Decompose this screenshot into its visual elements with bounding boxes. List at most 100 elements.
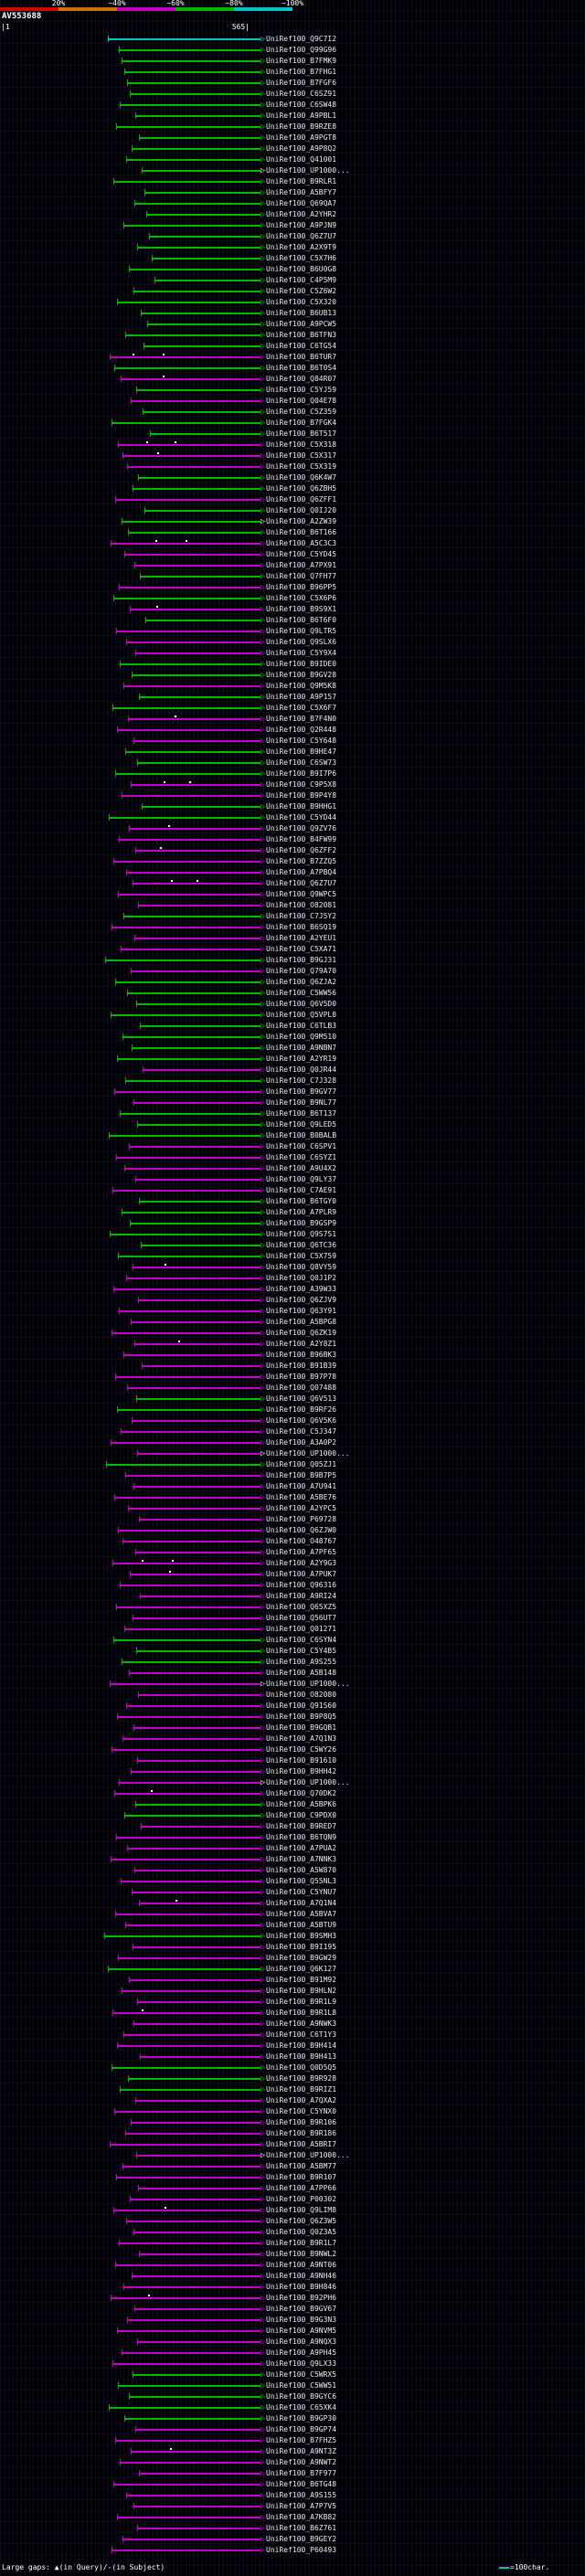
hit-label[interactable]: UniRef100_B9RLR1 <box>266 177 337 186</box>
alignment-bar[interactable] <box>125 1475 261 1477</box>
hit-label[interactable]: UniRef100_Q63Y91 <box>266 1307 337 1315</box>
alignment-bar[interactable] <box>142 806 261 808</box>
alignment-bar[interactable] <box>140 1595 261 1597</box>
hit-label[interactable]: UniRef100_A5BE76 <box>266 1493 337 1501</box>
alignment-bar[interactable] <box>111 1442 261 1444</box>
alignment-bar[interactable] <box>139 137 261 139</box>
hit-label[interactable]: UniRef100_B9I195 <box>266 1943 337 1951</box>
alignment-bar[interactable] <box>140 1025 261 1027</box>
alignment-bar[interactable] <box>116 2177 261 2178</box>
hit-label[interactable]: UniRef100_A9P157 <box>266 693 337 701</box>
alignment-bar[interactable] <box>137 762 261 764</box>
hit-label[interactable]: UniRef100_B91M92 <box>266 1976 337 1984</box>
hit-label[interactable]: UniRef100_C9P5X8 <box>266 780 337 789</box>
hit-label[interactable]: UniRef100_Q70DK2 <box>266 1789 337 1797</box>
alignment-bar[interactable] <box>122 1738 261 1740</box>
hit-label[interactable]: UniRef100_Q56UT7 <box>266 1614 337 1622</box>
alignment-bar[interactable] <box>136 2155 261 2157</box>
hit-label[interactable]: UniRef100_Q0D5Q5 <box>266 2063 337 2072</box>
hit-label[interactable]: UniRef100_B92PH6 <box>266 2294 337 2302</box>
hit-label[interactable]: UniRef100_B6T137 <box>266 1109 337 1118</box>
hit-label[interactable]: UniRef100_B9GP30 <box>266 2414 337 2422</box>
hit-label[interactable]: UniRef100_B9I7P6 <box>266 769 337 778</box>
alignment-bar[interactable] <box>132 2275 261 2277</box>
alignment-bar[interactable] <box>122 455 261 457</box>
alignment-bar[interactable] <box>133 1617 261 1619</box>
alignment-bar[interactable] <box>133 1102 261 1104</box>
alignment-bar[interactable] <box>137 1124 261 1126</box>
alignment-bar[interactable] <box>143 1069 261 1071</box>
alignment-bar[interactable] <box>110 2144 261 2146</box>
hit-label[interactable]: UniRef100_A2Y9G3 <box>266 1559 337 1567</box>
hit-label[interactable]: UniRef100_C5WW56 <box>266 989 337 997</box>
hit-label[interactable]: UniRef100_Q9LED5 <box>266 1120 337 1129</box>
alignment-bar[interactable] <box>117 2045 261 2047</box>
alignment-bar[interactable] <box>135 115 261 117</box>
hit-label[interactable]: UniRef100_C5YJ59 <box>266 386 337 394</box>
alignment-bar[interactable] <box>120 1113 261 1115</box>
hit-label[interactable]: UniRef100_P60493 <box>266 2546 337 2554</box>
alignment-bar[interactable] <box>126 1705 261 1707</box>
hit-label[interactable]: UniRef100_B9GEY2 <box>266 2535 337 2543</box>
alignment-bar[interactable] <box>137 1760 261 1762</box>
alignment-bar[interactable] <box>120 663 261 665</box>
hit-label[interactable]: UniRef100_B9RF26 <box>266 1405 337 1414</box>
alignment-bar[interactable] <box>139 1903 261 1904</box>
hit-label[interactable]: UniRef100_A5BVA7 <box>266 1910 337 1918</box>
hit-label[interactable]: UniRef100_C5J347 <box>266 1427 337 1436</box>
hit-label[interactable]: UniRef100_C5YD45 <box>266 550 337 558</box>
hit-label[interactable]: UniRef100_B6T6F0 <box>266 616 337 624</box>
alignment-bar[interactable] <box>117 302 261 303</box>
hit-label[interactable]: UniRef100_Q84R07 <box>266 375 337 383</box>
hit-label[interactable]: UniRef100_A2YHR2 <box>266 210 337 218</box>
hit-label[interactable]: UniRef100_C5Y648 <box>266 737 337 745</box>
hit-label[interactable]: UniRef100_Q9M5K8 <box>266 682 337 690</box>
alignment-bar[interactable] <box>115 981 261 983</box>
hit-label[interactable]: UniRef100_A7PLR9 <box>266 1208 337 1216</box>
hit-label[interactable]: UniRef100_Q01271 <box>266 1625 337 1633</box>
hit-label[interactable]: UniRef100_C7J5Y2 <box>266 912 337 920</box>
hit-label[interactable]: UniRef100_B9R107 <box>266 2173 337 2181</box>
hit-label[interactable]: UniRef100_Q5VPL8 <box>266 1011 337 1019</box>
alignment-bar[interactable] <box>134 2308 261 2310</box>
hit-label[interactable]: UniRef100_B7FHZ5 <box>266 2436 337 2444</box>
alignment-bar[interactable] <box>140 576 261 578</box>
alignment-bar[interactable] <box>113 181 261 183</box>
alignment-bar[interactable] <box>119 49 261 51</box>
hit-label[interactable]: UniRef100_B6Z761 <box>266 2524 337 2532</box>
alignment-bar[interactable] <box>120 2089 261 2091</box>
hit-label[interactable]: UniRef100_A9PBL1 <box>266 111 337 120</box>
hit-label[interactable]: UniRef100_B9RZE8 <box>266 122 337 131</box>
alignment-bar[interactable] <box>122 60 261 62</box>
alignment-bar[interactable] <box>135 652 261 654</box>
alignment-bar[interactable] <box>131 2122 261 2124</box>
alignment-bar[interactable] <box>129 1979 261 1981</box>
hit-label[interactable]: UniRef100_C5YD44 <box>266 813 337 822</box>
hit-label[interactable]: UniRef100_B6U0G8 <box>266 265 337 273</box>
alignment-bar[interactable] <box>138 477 261 479</box>
hit-label[interactable]: UniRef100_B0BALB <box>266 1131 337 1140</box>
hit-label[interactable]: UniRef100_Q41001 <box>266 155 337 164</box>
alignment-bar[interactable] <box>129 1672 261 1674</box>
alignment-bar[interactable] <box>139 1201 261 1203</box>
alignment-bar[interactable] <box>136 389 261 391</box>
hit-label[interactable]: UniRef100_B9B7P5 <box>266 1471 337 1479</box>
alignment-bar[interactable] <box>121 949 261 950</box>
hit-label[interactable]: UniRef100_Q6Z7U7 <box>266 879 337 887</box>
hit-label[interactable]: UniRef100_A7PBQ4 <box>266 868 337 876</box>
hit-label[interactable]: UniRef100_B9H846 <box>266 2283 337 2291</box>
hit-label[interactable]: UniRef100_A9NH46 <box>266 2272 337 2280</box>
alignment-bar[interactable] <box>129 2396 261 2398</box>
alignment-bar[interactable] <box>112 1190 261 1192</box>
hit-label[interactable]: UniRef100_UP1000... <box>266 2151 350 2159</box>
hit-label[interactable]: UniRef100_Q8VY59 <box>266 1263 337 1271</box>
hit-label[interactable]: UniRef100_A9PJN9 <box>266 221 337 229</box>
alignment-bar[interactable] <box>131 2451 261 2453</box>
alignment-bar[interactable] <box>110 1234 261 1235</box>
alignment-bar[interactable] <box>138 1299 261 1301</box>
alignment-bar[interactable] <box>138 905 261 906</box>
hit-label[interactable]: UniRef100_B9NWL2 <box>266 2250 337 2258</box>
alignment-bar[interactable] <box>152 258 261 260</box>
hit-label[interactable]: UniRef100_C5X319 <box>266 462 337 471</box>
alignment-bar[interactable] <box>114 367 261 369</box>
